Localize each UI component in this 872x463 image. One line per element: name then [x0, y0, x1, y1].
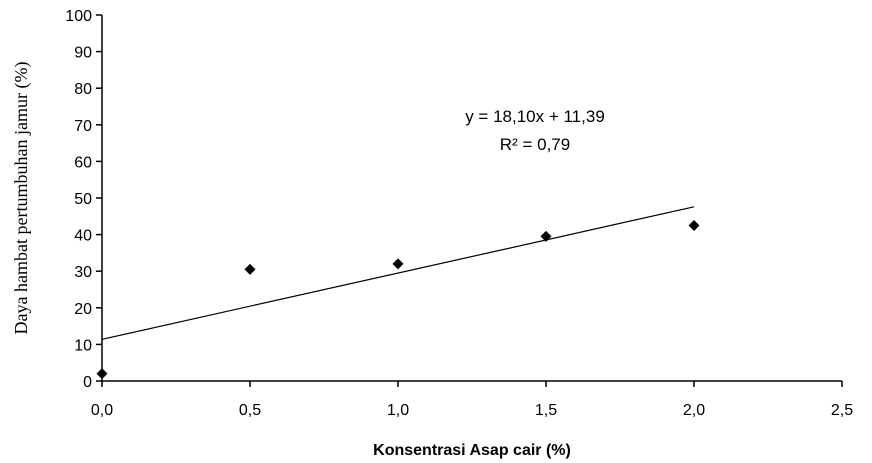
y-tick-label: 50 [74, 191, 92, 208]
y-tick-label: 30 [74, 264, 92, 281]
x-axis-ticks: 0,0 0,5 1,0 1,5 2,0 2,5 [91, 381, 853, 419]
x-tick-label: 0,5 [239, 402, 261, 419]
y-tick-label: 60 [74, 154, 92, 171]
y-tick-label: 10 [74, 337, 92, 354]
x-tick-label: 1,5 [535, 402, 557, 419]
data-point [244, 263, 256, 275]
y-axis-label: Daya hambat pertumbuhan jamur (%) [11, 62, 32, 335]
y-tick-label: 100 [65, 8, 92, 25]
y-tick-label: 70 [74, 118, 92, 135]
data-point [540, 230, 552, 242]
y-axis-ticks: 0 10 20 30 40 50 60 70 80 90 100 [65, 8, 102, 391]
trendline-group [101, 206, 695, 340]
x-tick-label: 2,0 [683, 402, 705, 419]
y-tick-label: 0 [83, 374, 92, 391]
x-tick-label: 1,0 [387, 402, 409, 419]
trendline-equation: y = 18,10x + 11,39 [465, 107, 605, 126]
y-tick-label: 20 [74, 301, 92, 318]
data-points [96, 219, 700, 380]
axes [101, 15, 842, 382]
y-tick-label: 40 [74, 228, 92, 245]
y-tick-label: 80 [74, 81, 92, 98]
y-tick-label: 90 [74, 45, 92, 62]
data-point [392, 258, 404, 270]
x-tick-label: 0,0 [91, 402, 113, 419]
data-point [96, 368, 108, 380]
r-squared-label: R² = 0,79 [500, 135, 570, 154]
data-point [688, 219, 700, 231]
x-axis-label: Konsentrasi Asap cair (%) [373, 442, 571, 459]
trendline [101, 206, 695, 340]
x-tick-label: 2,5 [831, 402, 853, 419]
